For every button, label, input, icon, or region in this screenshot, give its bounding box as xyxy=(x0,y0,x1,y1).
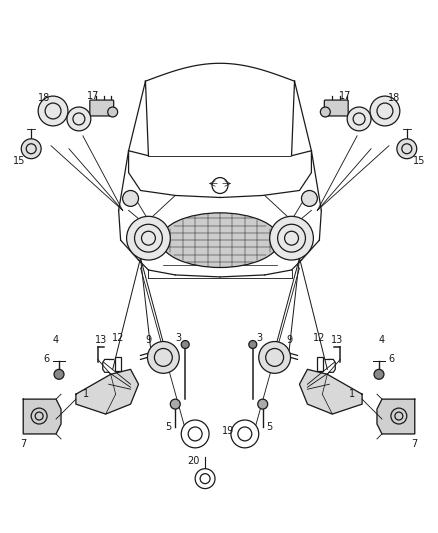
Circle shape xyxy=(347,107,371,131)
Text: 9: 9 xyxy=(286,335,293,344)
Circle shape xyxy=(270,216,314,260)
Text: 3: 3 xyxy=(257,333,263,343)
Text: 12: 12 xyxy=(113,333,125,343)
Polygon shape xyxy=(377,399,415,434)
FancyBboxPatch shape xyxy=(324,100,348,116)
Circle shape xyxy=(67,107,91,131)
Text: 12: 12 xyxy=(313,333,325,343)
Bar xyxy=(318,358,323,372)
Circle shape xyxy=(397,139,417,159)
Circle shape xyxy=(108,107,118,117)
Text: 4: 4 xyxy=(53,335,59,344)
Text: 17: 17 xyxy=(339,91,351,101)
Circle shape xyxy=(195,469,215,489)
Text: 7: 7 xyxy=(20,439,26,449)
Text: 5: 5 xyxy=(267,422,273,432)
Circle shape xyxy=(123,190,138,206)
Circle shape xyxy=(181,341,189,349)
Text: 17: 17 xyxy=(87,91,99,101)
Circle shape xyxy=(249,341,257,349)
Circle shape xyxy=(170,399,180,409)
Text: 3: 3 xyxy=(175,333,181,343)
FancyBboxPatch shape xyxy=(90,100,114,116)
Circle shape xyxy=(181,420,209,448)
Circle shape xyxy=(320,107,330,117)
Polygon shape xyxy=(300,369,362,414)
Text: 18: 18 xyxy=(38,93,50,103)
Text: 13: 13 xyxy=(95,335,107,344)
Polygon shape xyxy=(23,399,61,434)
Circle shape xyxy=(370,96,400,126)
Circle shape xyxy=(38,96,68,126)
Circle shape xyxy=(259,342,290,373)
Circle shape xyxy=(148,342,179,373)
Circle shape xyxy=(21,139,41,159)
Text: 9: 9 xyxy=(145,335,152,344)
Text: 6: 6 xyxy=(389,354,395,365)
Text: 13: 13 xyxy=(331,335,343,344)
Text: 15: 15 xyxy=(13,156,25,166)
Text: 19: 19 xyxy=(222,426,234,436)
Circle shape xyxy=(301,190,318,206)
Circle shape xyxy=(258,399,268,409)
Circle shape xyxy=(54,369,64,379)
Text: 18: 18 xyxy=(388,93,400,103)
Text: 20: 20 xyxy=(187,456,199,466)
Text: 15: 15 xyxy=(413,156,425,166)
Text: 1: 1 xyxy=(83,389,89,399)
Circle shape xyxy=(127,216,170,260)
Text: 1: 1 xyxy=(349,389,355,399)
Polygon shape xyxy=(76,369,138,414)
Text: 7: 7 xyxy=(412,439,418,449)
Text: 4: 4 xyxy=(379,335,385,344)
Ellipse shape xyxy=(160,213,279,268)
Circle shape xyxy=(231,420,259,448)
Text: 6: 6 xyxy=(43,354,49,365)
Bar xyxy=(115,358,120,372)
Circle shape xyxy=(374,369,384,379)
Text: 5: 5 xyxy=(165,422,171,432)
